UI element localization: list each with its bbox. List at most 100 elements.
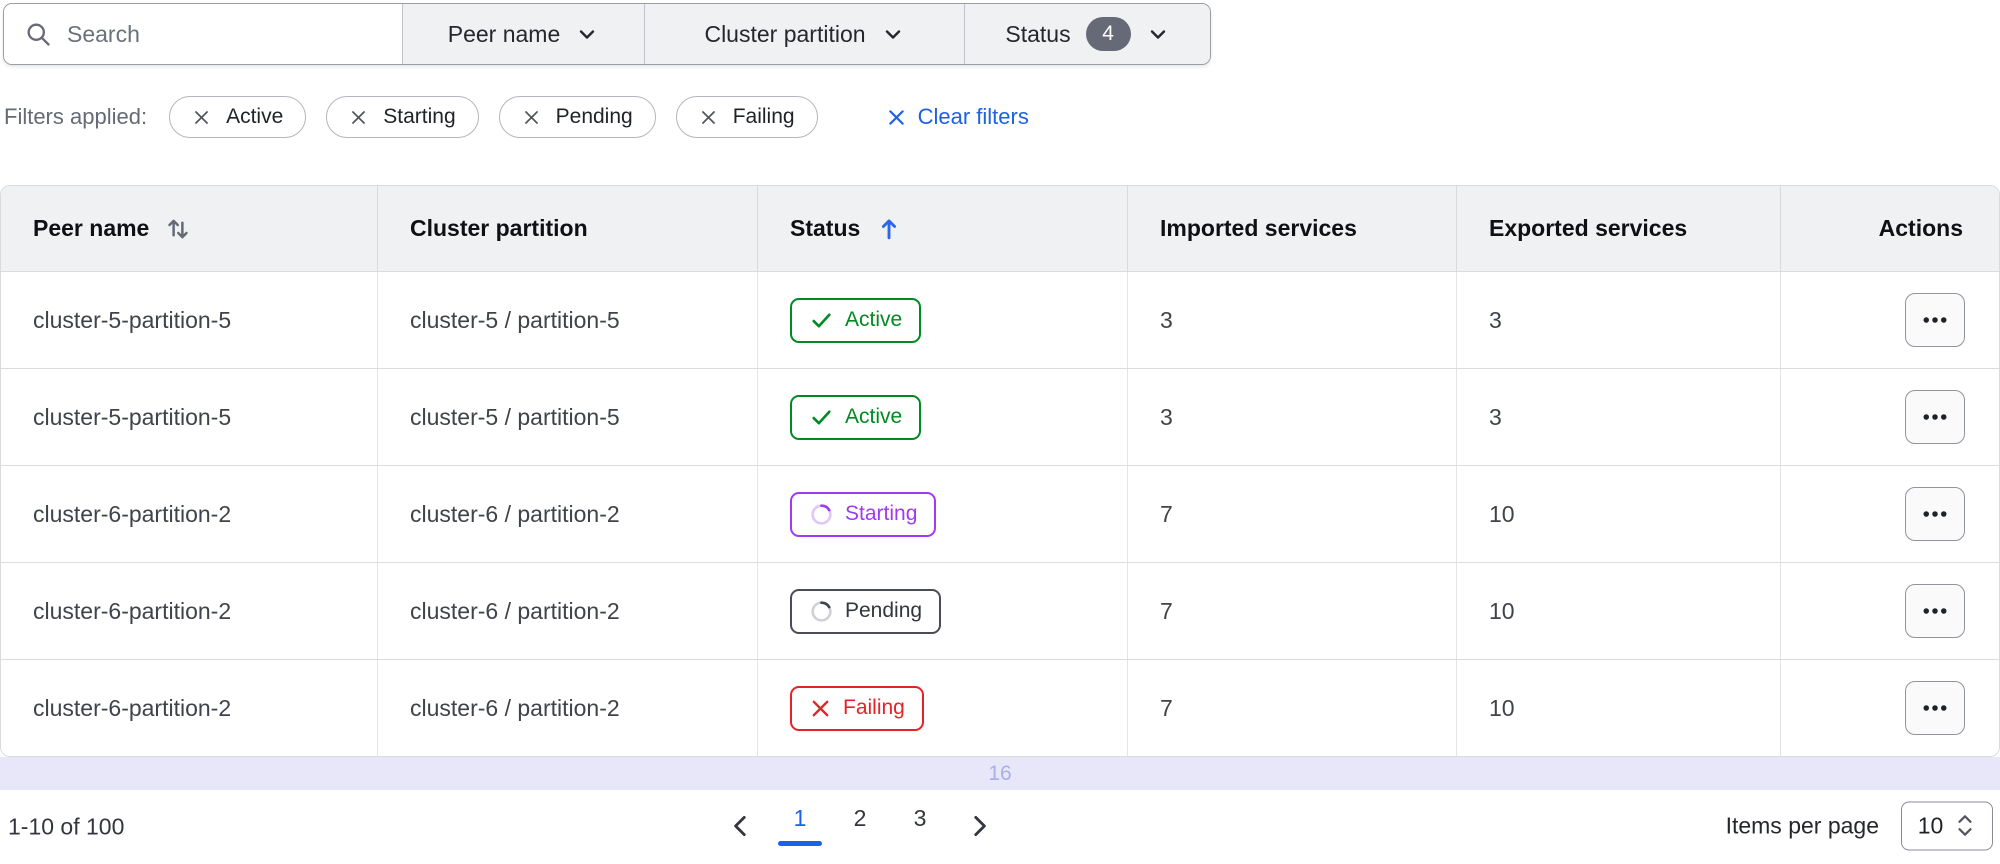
status-cell: Starting	[757, 466, 1127, 562]
column-header-cluster-partition: Cluster partition	[377, 186, 757, 271]
page-button-3[interactable]: 3	[897, 795, 943, 857]
overflow-spacing-label: 16	[988, 761, 1012, 785]
peer-name-filter-label: Peer name	[447, 20, 561, 47]
page-button-2[interactable]: 2	[837, 795, 883, 857]
filter-chips: Active Starting Pending Failing	[169, 96, 818, 138]
status-badge: Pending	[790, 588, 942, 634]
table-row: cluster-5-partition-5 cluster-5 / partit…	[1, 271, 1999, 368]
status-filter-dropdown[interactable]: Status 4	[964, 4, 1210, 64]
status-badge-label: Starting	[845, 502, 918, 525]
table-row: cluster-5-partition-5 cluster-5 / partit…	[1, 368, 1999, 465]
search-field[interactable]	[4, 4, 402, 64]
clear-filters-button[interactable]: Clear filters	[886, 104, 1029, 130]
filter-chip-active[interactable]: Active	[169, 96, 307, 138]
chevron-down-icon	[1146, 22, 1170, 46]
page-button-1[interactable]: 1	[777, 795, 823, 857]
exported-services-cell: 10	[1456, 563, 1780, 659]
peer-name-cell: cluster-6-partition-2	[33, 500, 232, 527]
next-page-button[interactable]	[957, 798, 1001, 854]
column-header-actions: Actions	[1780, 186, 1999, 271]
column-header-label: Cluster partition	[410, 215, 588, 241]
status-badge-label: Pending	[845, 599, 923, 622]
remove-filter-icon[interactable]	[699, 108, 718, 127]
overflow-spacing-strip: 16	[0, 757, 2000, 790]
remove-filter-icon[interactable]	[349, 108, 368, 127]
column-header-status[interactable]: Status	[757, 186, 1127, 271]
exported-services-cell: 10	[1456, 660, 1780, 756]
imported-services-cell: 3	[1127, 272, 1456, 368]
sort-updown-icon	[163, 214, 193, 244]
column-header-exported-services: Exported services	[1456, 186, 1780, 271]
remove-filter-icon[interactable]	[522, 108, 541, 127]
column-header-label: Imported services	[1160, 215, 1357, 241]
status-badge: Active	[790, 394, 922, 440]
table-row: cluster-6-partition-2 cluster-6 / partit…	[1, 659, 1999, 756]
x-icon	[809, 697, 832, 720]
items-per-page-label: Items per page	[1725, 812, 1879, 839]
search-input[interactable]	[67, 20, 382, 48]
peers-table: Peer name Cluster partition Status	[0, 185, 2000, 757]
cluster-partition-cell: cluster-6 / partition-2	[377, 466, 757, 562]
imported-services-cell: 7	[1127, 466, 1456, 562]
exported-services-cell: 3	[1456, 272, 1780, 368]
filter-toolbar: Peer name Cluster partition Status 4	[3, 3, 1211, 65]
ellipsis-icon	[1920, 693, 1950, 723]
status-badge: Failing	[790, 685, 924, 731]
column-header-label: Status	[790, 215, 861, 241]
remove-filter-icon[interactable]	[192, 108, 211, 127]
actions-cell	[1780, 660, 1999, 756]
row-actions-button[interactable]	[1905, 681, 1965, 735]
chevron-down-icon	[881, 22, 905, 46]
pagination-range-label: 1-10 of 100	[8, 813, 125, 840]
row-actions-button[interactable]	[1905, 487, 1965, 541]
check-icon	[809, 405, 834, 430]
exported-services-cell: 3	[1456, 369, 1780, 465]
status-filter-label: Status	[1005, 20, 1071, 47]
page-number-label: 3	[913, 805, 927, 832]
active-page-indicator	[778, 841, 822, 847]
imported-services-cell: 7	[1127, 660, 1456, 756]
peer-name-cell: cluster-5-partition-5	[33, 403, 232, 430]
filter-chip-label: Starting	[383, 105, 456, 128]
status-badge: Starting	[790, 491, 937, 537]
row-actions-button[interactable]	[1905, 390, 1965, 444]
clear-filters-x-icon	[886, 107, 907, 128]
check-icon	[809, 308, 834, 333]
actions-cell	[1780, 466, 1999, 562]
peer-name-cell: cluster-5-partition-5	[33, 306, 232, 333]
row-actions-button[interactable]	[1905, 584, 1965, 638]
spinner-icon	[809, 502, 834, 527]
imported-services-cell: 3	[1127, 369, 1456, 465]
filter-chip-label: Failing	[732, 105, 795, 128]
search-icon	[24, 20, 52, 48]
filter-chip-starting[interactable]: Starting	[326, 96, 479, 138]
actions-cell	[1780, 272, 1999, 368]
sort-ascending-icon	[874, 214, 904, 244]
items-per-page-select[interactable]: 10	[1901, 801, 1993, 851]
status-badge-label: Active	[845, 308, 903, 331]
status-badge: Active	[790, 297, 922, 343]
filter-chip-failing[interactable]: Failing	[675, 96, 818, 138]
status-badge-label: Failing	[843, 696, 905, 719]
exported-services-cell: 10	[1456, 466, 1780, 562]
items-per-page-group: Items per page 10	[1725, 801, 1993, 851]
table-row: cluster-6-partition-2 cluster-6 / partit…	[1, 465, 1999, 562]
peer-name-filter-dropdown[interactable]: Peer name	[402, 4, 644, 64]
spinner-icon	[809, 599, 834, 624]
previous-page-button[interactable]	[719, 798, 763, 854]
column-header-label: Actions	[1878, 215, 1963, 241]
filter-chip-pending[interactable]: Pending	[498, 96, 656, 138]
ellipsis-icon	[1920, 596, 1950, 626]
column-header-label: Exported services	[1489, 215, 1688, 241]
actions-cell	[1780, 369, 1999, 465]
pagination-nav: 1 2 3	[719, 795, 1001, 857]
peer-name-cell: cluster-6-partition-2	[33, 597, 232, 624]
row-actions-button[interactable]	[1905, 293, 1965, 347]
chevron-down-icon	[575, 22, 599, 46]
cluster-partition-filter-dropdown[interactable]: Cluster partition	[644, 4, 964, 64]
clear-filters-label: Clear filters	[917, 104, 1029, 129]
status-cell: Failing	[757, 660, 1127, 756]
cluster-partition-filter-label: Cluster partition	[704, 20, 866, 47]
status-badge-label: Active	[845, 405, 903, 428]
column-header-peer-name[interactable]: Peer name	[1, 186, 377, 271]
